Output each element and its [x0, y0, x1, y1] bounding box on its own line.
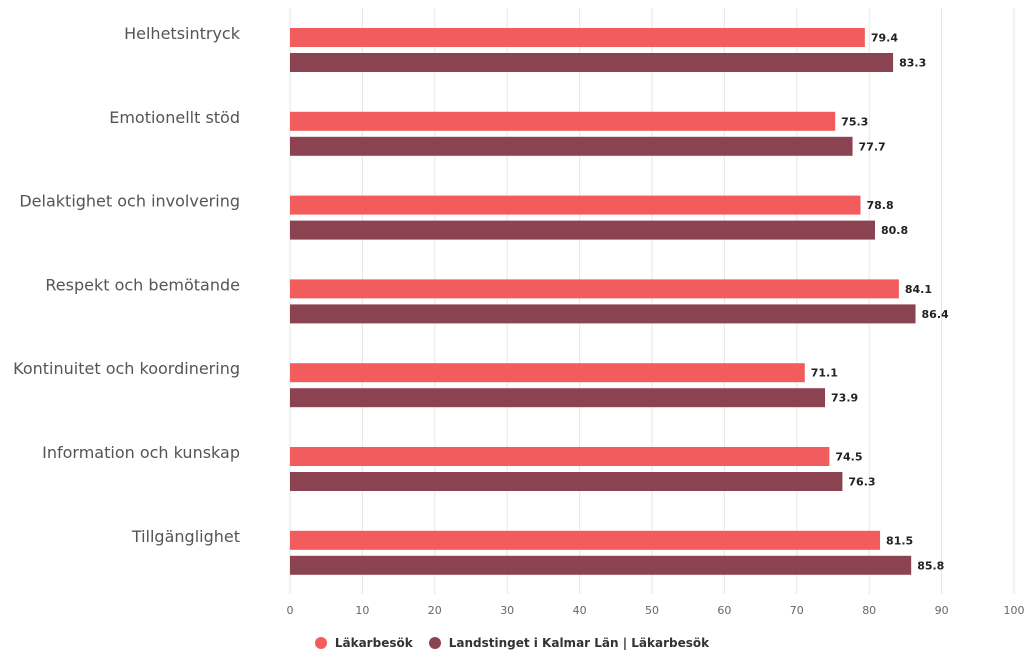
bar-series-1[interactable] [290, 530, 881, 550]
bars: 79.483.3 75.3 77.7 78.8 80.8 84.1 86.4 71.1 73.9… [290, 28, 949, 575]
category-label: Respekt och bemötande [45, 275, 240, 294]
category-label: Emotionellt stöd [109, 108, 240, 127]
data-label: 85.8 [917, 559, 944, 572]
legend-item-series-1[interactable]: Läkarbesök [314, 636, 413, 650]
bar-series-1[interactable] [290, 28, 865, 47]
category-labels: Helhetsintryck Emotionellt stöd Delaktighe… [13, 24, 241, 546]
category-label: Tillgänglighet [131, 527, 240, 546]
data-label: 83.3 [899, 57, 926, 70]
x-tick-label: 10 [355, 604, 369, 617]
data-label: 79.4 [871, 32, 898, 45]
data-label: 81.5 [886, 534, 913, 547]
bar-chart: 79.483.3 75.3 77.7 78.8 80.8 84.1 86.4 71.1 73.9… [13, 8, 1024, 617]
legend-label-series-1: Läkarbesök [334, 636, 413, 650]
data-label: 73.9 [831, 392, 858, 405]
grid-lines [289, 8, 1015, 594]
x-tick-label: 80 [862, 604, 876, 617]
x-tick-label: 20 [428, 604, 442, 617]
x-tick-label: 30 [500, 604, 514, 617]
legend-marker-series-2 [428, 637, 441, 649]
bar-series-1[interactable] [290, 279, 899, 299]
legend: Läkarbesök Landstinget i Kalmar Län | Lä… [0, 630, 1024, 656]
data-label: 76.3 [848, 476, 875, 489]
data-label: 78.8 [867, 199, 894, 212]
legend-marker-series-1 [314, 637, 327, 649]
bar-series-1[interactable] [290, 195, 861, 215]
category-label: Delaktighet och involvering [19, 192, 240, 211]
data-label: 75.3 [841, 115, 868, 128]
legend-item-series-2[interactable]: Landstinget i Kalmar Län | Läkarbesök [428, 636, 710, 650]
data-label: 80.8 [881, 224, 908, 237]
data-label: 77.7 [859, 140, 886, 153]
x-tick-label: 70 [790, 604, 804, 617]
x-tick-label: 60 [717, 604, 731, 617]
category-label: Helhetsintryck [124, 24, 241, 43]
data-label: 71.1 [811, 367, 838, 380]
bar-series-1[interactable] [290, 447, 830, 466]
bar-series-2[interactable] [290, 304, 916, 324]
data-label: 74.5 [835, 451, 862, 464]
bar-series-2[interactable] [290, 136, 853, 156]
x-tick-label: 90 [935, 604, 949, 617]
data-label: 84.1 [905, 283, 932, 296]
x-axis-ticks: 0 10 20 30 40 50 60 70 80 90 100 [287, 604, 1024, 617]
x-tick-label: 100 [1004, 604, 1024, 617]
data-label: 86.4 [922, 308, 949, 321]
bar-series-2[interactable] [290, 472, 843, 491]
category-label: Kontinuitet och koordinering [13, 359, 240, 378]
bar-series-2[interactable] [290, 53, 894, 72]
x-tick-label: 0 [287, 604, 294, 617]
bar-series-1[interactable] [290, 363, 805, 383]
bar-series-2[interactable] [290, 220, 875, 240]
category-label: Information och kunskap [42, 443, 240, 462]
bar-series-2[interactable] [290, 555, 912, 575]
x-tick-label: 50 [645, 604, 659, 617]
bar-series-1[interactable] [290, 111, 836, 131]
legend-label-series-2: Landstinget i Kalmar Län | Läkarbesök [448, 636, 710, 650]
x-tick-label: 40 [573, 604, 587, 617]
bar-series-2[interactable] [290, 388, 826, 408]
